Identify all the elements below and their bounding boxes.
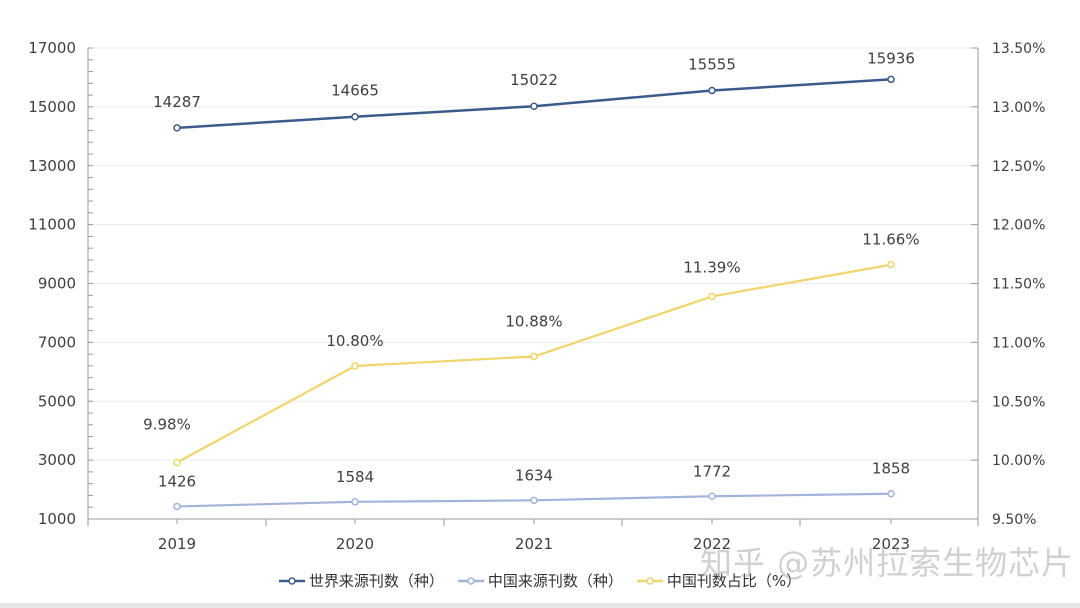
- data-label: 1426: [158, 472, 196, 490]
- data-label: 14665: [331, 82, 379, 100]
- x-axis-tick-label: 2019: [158, 535, 196, 553]
- y2-axis-tick-label: 10.50%: [992, 394, 1045, 410]
- data-label: 14287: [153, 93, 201, 111]
- data-point: [887, 260, 895, 269]
- data-label: 15022: [510, 71, 558, 89]
- data-label: 1584: [336, 468, 374, 486]
- line-marker-icon: [636, 576, 663, 585]
- data-label: 9.98%: [143, 415, 191, 433]
- watermark: 知乎 @苏州拉索生物芯片: [700, 544, 1075, 582]
- data-label: 1634: [515, 466, 553, 484]
- y-axis-tick-label: 3000: [38, 451, 76, 469]
- y2-axis-tick-label: 11.50%: [992, 277, 1045, 293]
- y2-axis-tick-label: 12.00%: [992, 218, 1045, 234]
- data-label: 15936: [867, 49, 915, 67]
- x-axis-tick-label: 2020: [336, 535, 374, 553]
- data-label: 1772: [693, 462, 731, 480]
- data-label: 1858: [872, 460, 910, 478]
- legend-label: 中国来源刊数（种）: [487, 572, 623, 590]
- data-point: [887, 489, 895, 498]
- data-point: [530, 496, 538, 505]
- y-axis-tick-label: 11000: [28, 216, 76, 234]
- data-label: 15555: [688, 56, 736, 74]
- line-marker-icon: [457, 576, 484, 585]
- data-point: [351, 362, 359, 370]
- data-point: [708, 292, 716, 301]
- x-axis-tick-label: 2021: [515, 535, 553, 553]
- data-point: [530, 102, 538, 110]
- data-point: [351, 498, 359, 506]
- data-point: [351, 112, 359, 121]
- data-labels: 14287 14665 15022 15555 15936 1426 1584 1634 177…: [143, 49, 919, 490]
- chart-legend: 世界来源刊数（种） 中国来源刊数（种） 中国刊数占比（%）: [0, 570, 1080, 591]
- y2-axis-tick-label: 11.00%: [992, 335, 1045, 351]
- y-axis-tick-label: 1000: [38, 510, 76, 528]
- y-axis-tick-label: 13000: [28, 157, 76, 175]
- y-axis-tick-label: 9000: [38, 275, 76, 293]
- data-series: [173, 75, 895, 511]
- gridlines: [88, 47, 978, 461]
- data-label: 11.66%: [862, 231, 919, 249]
- data-point: [708, 86, 716, 95]
- y-axis-tick-label: 15000: [28, 98, 76, 116]
- data-point: [173, 458, 181, 467]
- data-point: [173, 502, 181, 511]
- y2-axis-tick-label: 10.00%: [992, 453, 1045, 469]
- legend-item-china: 中国来源刊数（种）: [457, 570, 623, 591]
- data-point: [173, 124, 181, 132]
- y2-axis-tick-label: 9.50%: [992, 512, 1036, 528]
- data-point: [708, 492, 716, 501]
- y2-axis-tick-label: 13.50%: [992, 41, 1045, 57]
- line-marker-icon: [278, 576, 305, 585]
- y-axis-tick-label: 5000: [38, 392, 76, 410]
- y2-axis-tick-label: 12.50%: [992, 159, 1045, 175]
- data-point: [530, 352, 538, 361]
- y-axis-tick-label: 17000: [28, 39, 76, 57]
- legend-label: 世界来源刊数（种）: [308, 572, 444, 590]
- data-point: [887, 75, 895, 84]
- series-line: [176, 263, 892, 464]
- legend-label: 中国刊数占比（%）: [666, 572, 802, 590]
- x-axis-tick-label: 2022: [693, 535, 731, 553]
- axes: 1000 3000 5000 7000 9000 11000 13000 15000 17000…: [28, 39, 1045, 553]
- y-axis-tick-label: 7000: [38, 333, 76, 351]
- legend-item-world: 世界来源刊数（种）: [278, 570, 444, 591]
- legend-item-china-share: 中国刊数占比（%）: [636, 570, 802, 591]
- data-label: 11.39%: [683, 258, 740, 276]
- data-label: 10.80%: [326, 332, 383, 350]
- bottom-divider: [0, 603, 1080, 608]
- data-label: 10.88%: [505, 313, 562, 331]
- y2-axis-tick-label: 13.00%: [992, 100, 1045, 116]
- x-axis-tick-label: 2023: [872, 535, 910, 553]
